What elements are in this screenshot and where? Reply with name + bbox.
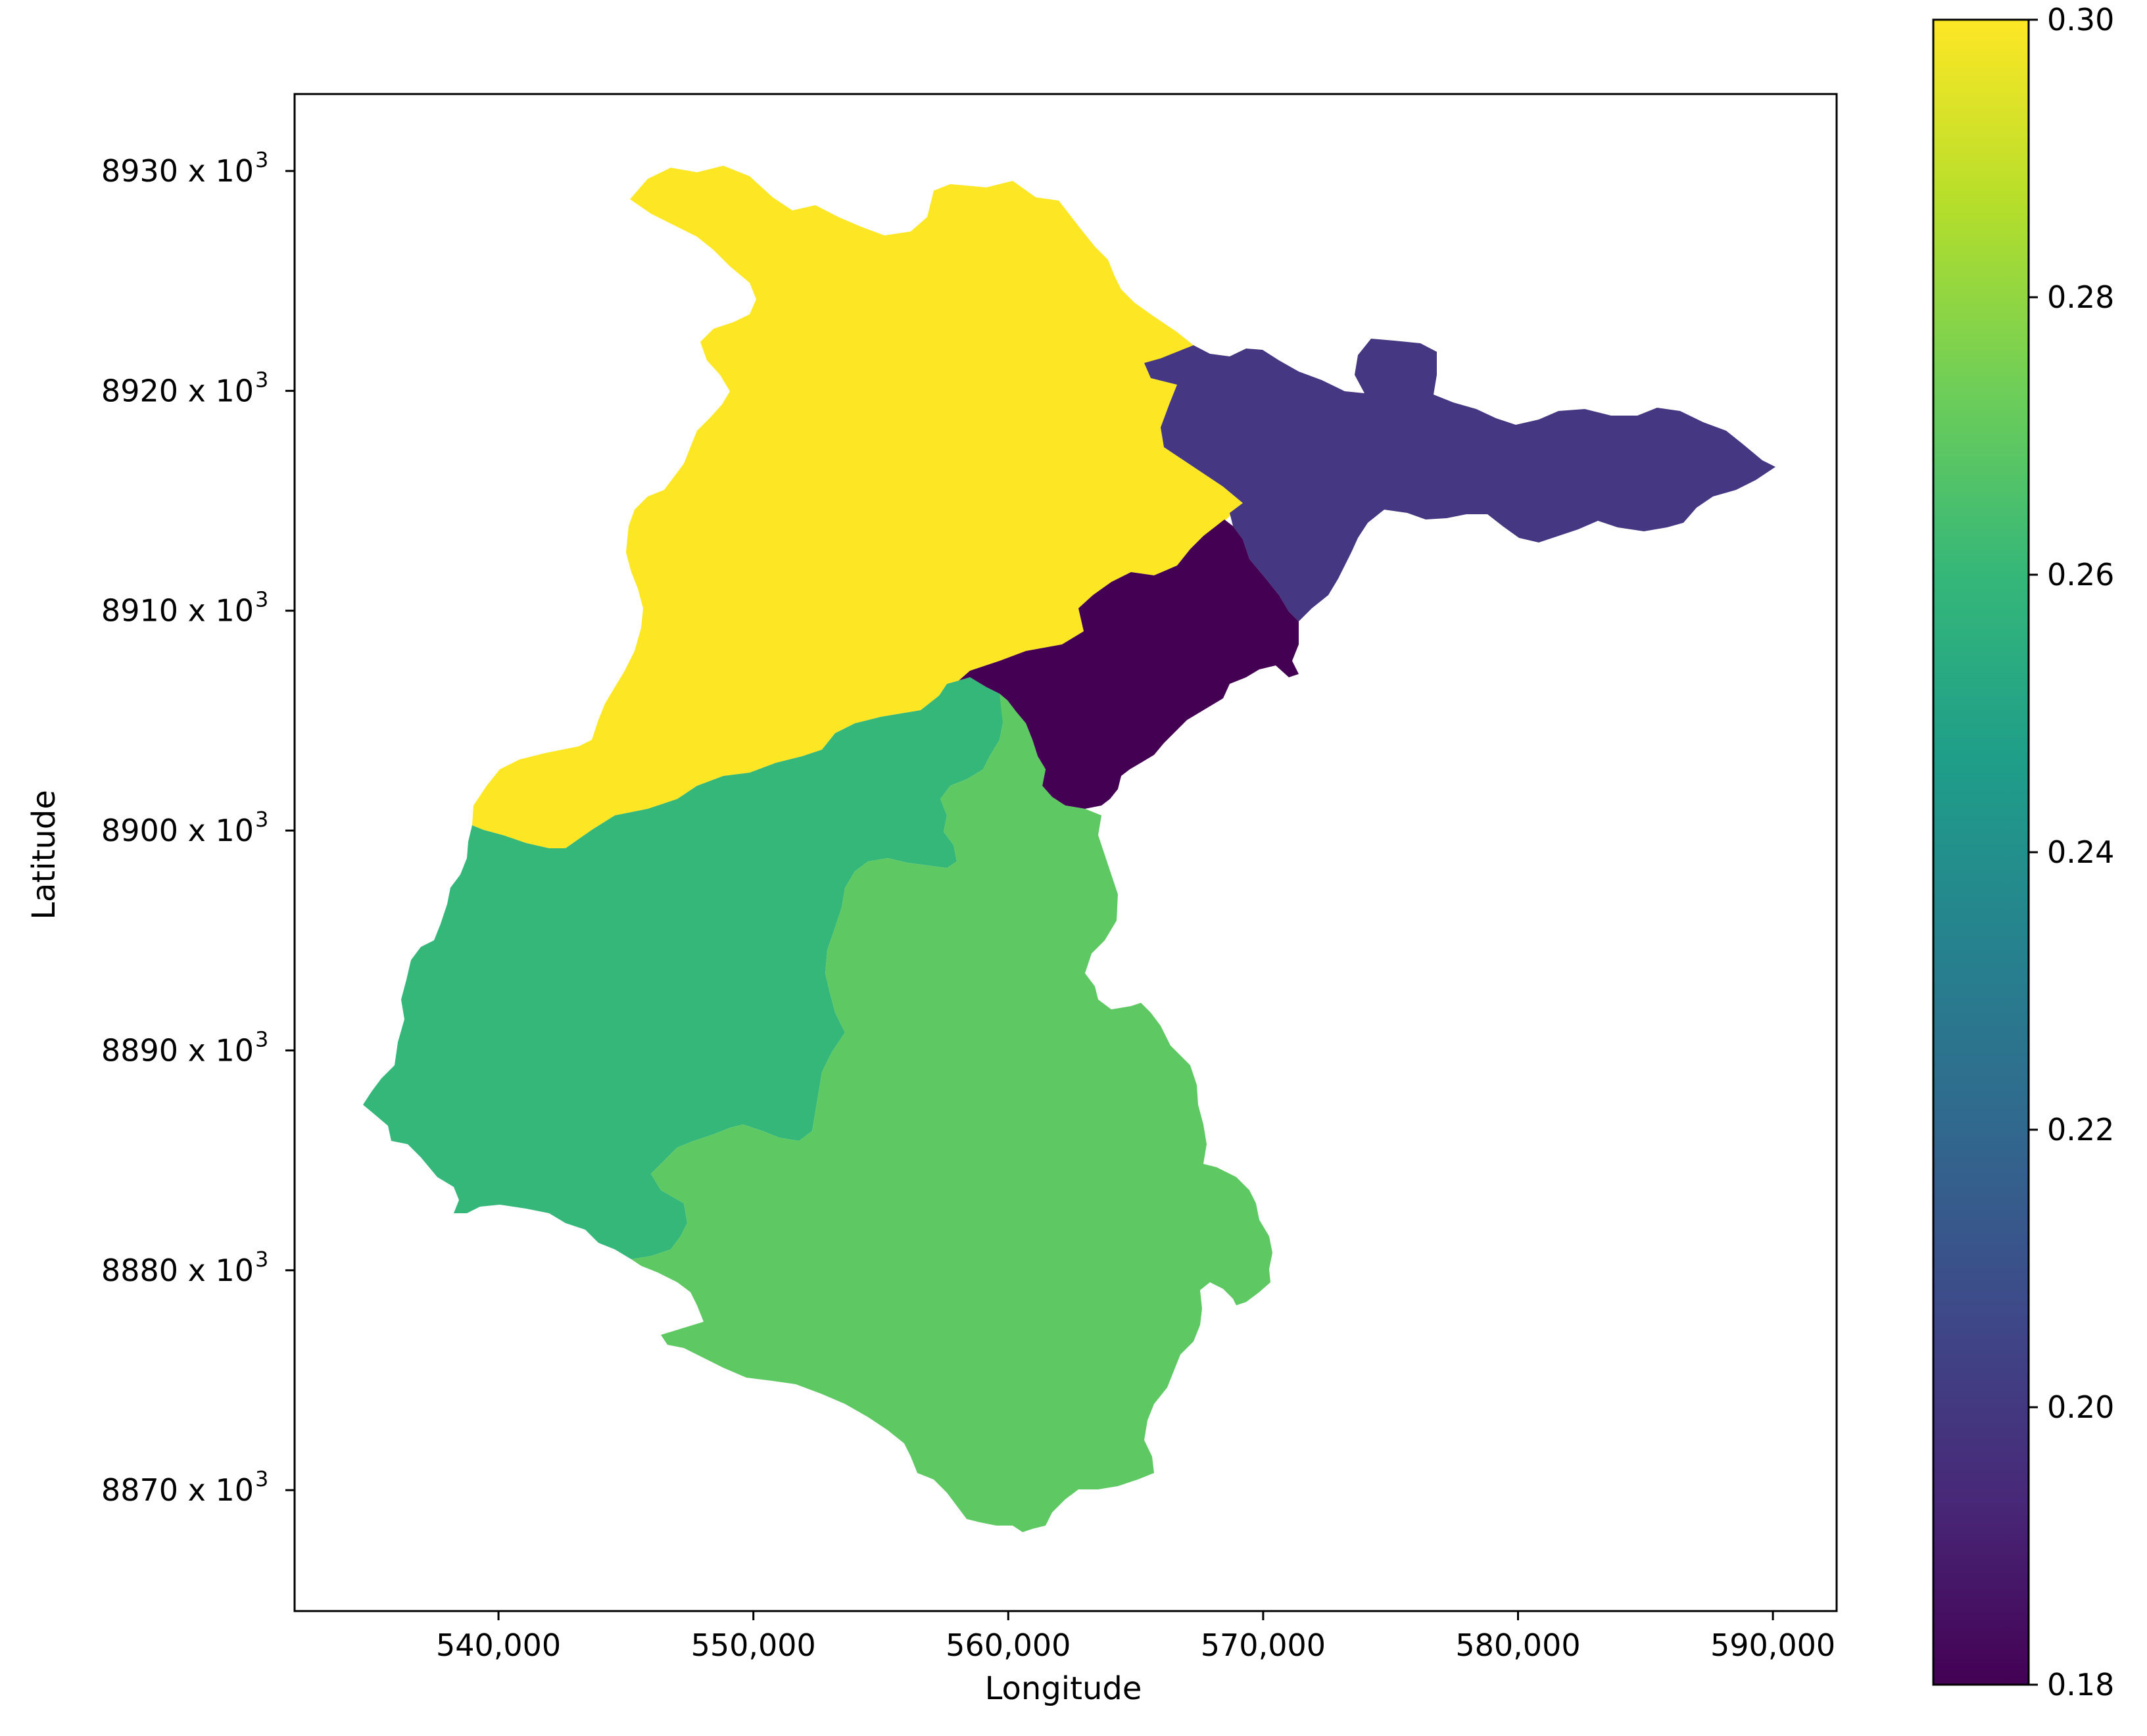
y-tick-label-exp: 3 — [255, 367, 268, 392]
colorbar-tick-label: 0.24 — [2047, 834, 2114, 870]
region-central-east-basin — [959, 519, 1299, 809]
colorbar-tick-label: 0.18 — [2047, 1667, 2114, 1702]
colorbar-tick-label: 0.28 — [2047, 279, 2114, 315]
x-tick-label: 580,000 — [1455, 1628, 1580, 1663]
x-axis-ticks: 540,000 550,000 560,000 570,000 580,000 590,0… — [436, 1611, 1835, 1663]
colorbar-tick-label: 0.20 — [2047, 1389, 2114, 1425]
plot-frame — [293, 93, 1838, 1612]
y-tick-label-base: 8890 x 10 — [101, 1032, 254, 1068]
y-tick-label-base: 8870 x 10 — [101, 1472, 254, 1508]
y-tick-label-base: 8900 x 10 — [101, 813, 254, 848]
y-tick-label-base: 8880 x 10 — [101, 1253, 254, 1288]
y-tick-label: 8930 x 10 3 — [101, 147, 268, 189]
x-tick-label: 590,000 — [1710, 1628, 1835, 1663]
colorbar — [1932, 18, 2030, 1686]
y-tick-label: 8920 x 10 3 — [101, 367, 268, 408]
y-tick-label: 8880 x 10 3 — [101, 1247, 268, 1288]
x-tick-label: 560,000 — [946, 1628, 1071, 1663]
x-tick-label: 570,000 — [1201, 1628, 1326, 1663]
region-north-basin — [472, 166, 1243, 848]
y-tick-label-base: 8910 x 10 — [101, 593, 254, 629]
y-tick-label-exp: 3 — [255, 807, 268, 832]
y-tick-label-exp: 3 — [255, 1466, 268, 1491]
y-tick-label-exp: 3 — [255, 587, 268, 612]
y-tick-label-base: 8920 x 10 — [101, 373, 254, 408]
map-regions — [363, 166, 1775, 1532]
y-tick-label: 8900 x 10 3 — [101, 807, 268, 848]
x-tick-label: 550,000 — [691, 1628, 816, 1663]
colorbar-tick-label: 0.26 — [2047, 557, 2114, 592]
region-west-basin — [363, 677, 1016, 1259]
x-axis-label: Longitude — [985, 1670, 1142, 1707]
x-tick-label: 540,000 — [436, 1628, 561, 1663]
y-tick-label-exp: 3 — [255, 1247, 268, 1272]
y-tick-label: 8890 x 10 3 — [101, 1026, 268, 1068]
y-tick-label-exp: 3 — [255, 1026, 268, 1051]
colorbar-tick-label: 0.30 — [2047, 2, 2114, 37]
region-south-basin — [631, 694, 1272, 1532]
y-tick-label: 8870 x 10 3 — [101, 1466, 268, 1508]
y-tick-label-base: 8930 x 10 — [101, 153, 254, 189]
y-axis-label: Latitude — [26, 790, 62, 920]
y-tick-label-exp: 3 — [255, 147, 268, 172]
colorbar-tick-label: 0.22 — [2047, 1112, 2114, 1147]
colorbar-ticks: 0.18 0.20 0.22 0.24 0.26 0.28 0.30 — [2029, 2, 2114, 1702]
region-northeast-basin — [1144, 339, 1775, 621]
y-tick-label: 8910 x 10 3 — [101, 587, 268, 629]
